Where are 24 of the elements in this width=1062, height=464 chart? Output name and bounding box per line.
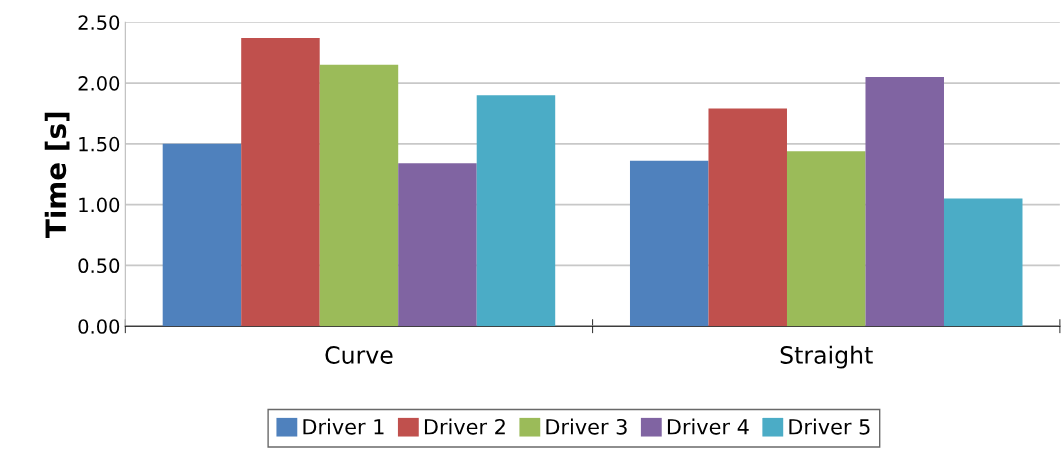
y-tick-label: 1.50: [79, 136, 120, 152]
y-tick-label: 2.00: [78, 76, 120, 91]
bar: [162, 143, 242, 327]
bar: [476, 95, 556, 327]
bar: [319, 64, 399, 327]
x-tick-label: Straight: [780, 345, 873, 369]
y-tick-label: 0.50: [78, 258, 120, 274]
y-tick-label: 2.50: [78, 15, 120, 30]
legend-label: Driver 5: [789, 418, 870, 435]
legend-label: Driver 1: [303, 418, 384, 435]
x-tick-label: Curve: [325, 346, 393, 364]
bar: [943, 198, 1023, 327]
legend-label: Driver 3: [546, 418, 627, 435]
bar: [786, 151, 866, 327]
bar: [708, 108, 787, 327]
bar: [241, 38, 320, 327]
y-tick-label: 1.00: [79, 197, 120, 213]
legend-label: Driver 2: [424, 418, 505, 435]
legend-label: Driver 4: [667, 418, 749, 435]
bar: [629, 160, 709, 327]
y-axis-title: Time [s]: [44, 112, 70, 239]
bar: [865, 76, 944, 327]
y-tick-label: 0.00: [78, 319, 120, 334]
bar: [398, 163, 477, 327]
